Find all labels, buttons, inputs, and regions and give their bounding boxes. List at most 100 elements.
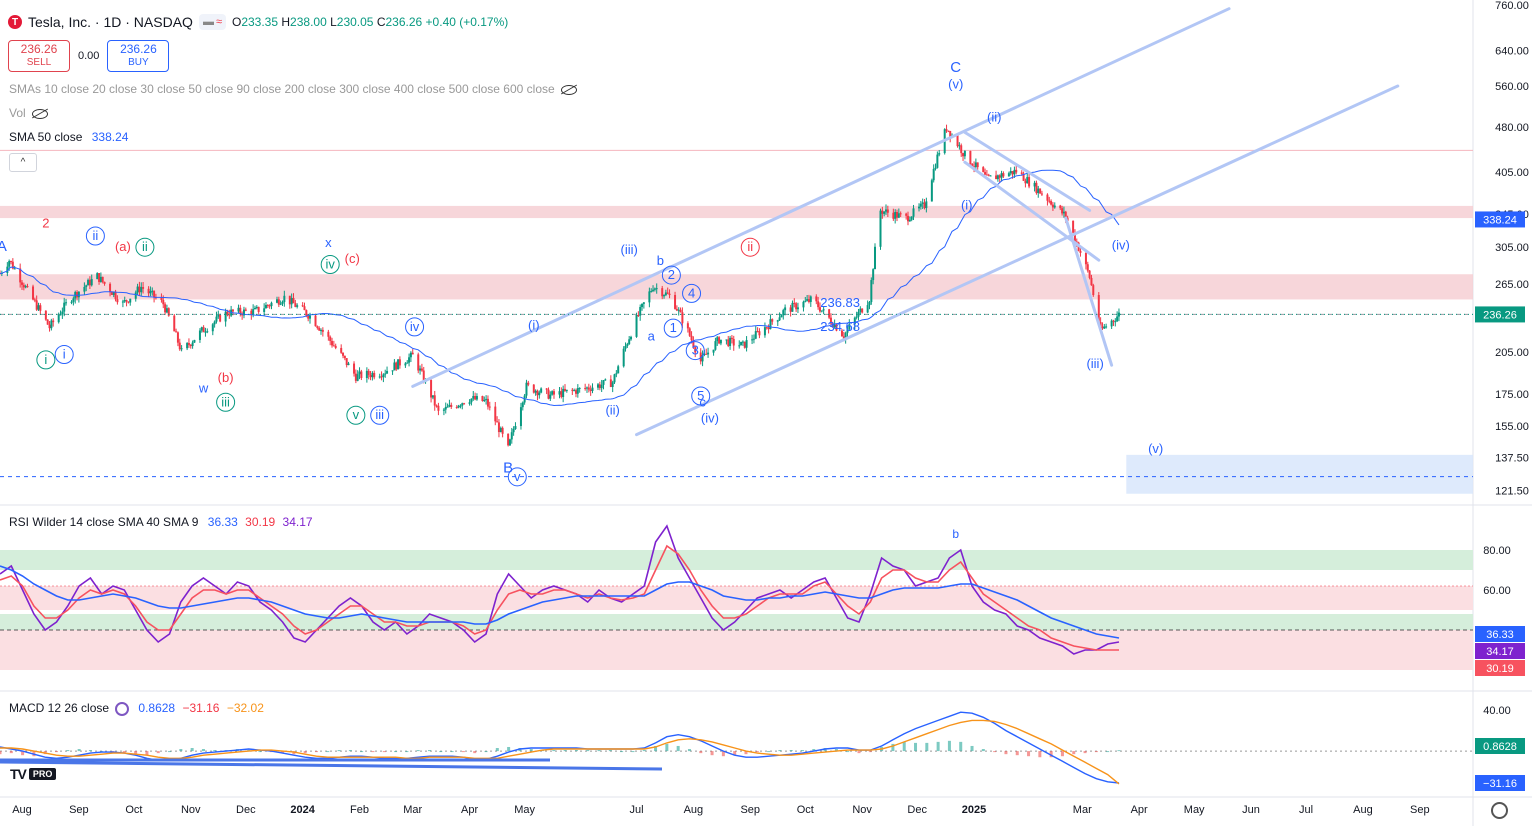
candle — [431, 395, 434, 400]
candle-body — [637, 315, 640, 317]
candle — [540, 387, 543, 394]
wave-label-circle — [36, 350, 56, 370]
candle-body — [661, 288, 664, 297]
header-pill[interactable]: ▬ ≈ — [198, 14, 226, 30]
candle — [560, 387, 563, 399]
candle — [50, 318, 53, 331]
candle — [756, 327, 759, 333]
price-axis-tick: 205.00 — [1495, 347, 1529, 359]
candle — [609, 375, 612, 388]
candle — [446, 403, 449, 408]
rsi-legend[interactable]: RSI Wilder 14 close SMA 40 SMA 9 36.33 3… — [9, 515, 313, 529]
trend-channel-line — [963, 160, 1101, 262]
candle-body — [327, 331, 330, 337]
wave-label: 236.83 — [820, 295, 860, 310]
buy-button[interactable]: 236.26 BUY — [107, 40, 170, 72]
candle — [1110, 319, 1113, 330]
candle-body — [446, 406, 449, 408]
rsi-band — [0, 614, 1473, 630]
candle-body — [1084, 252, 1087, 265]
wave-label: 1 — [670, 320, 677, 335]
wave-label-circle — [663, 318, 683, 338]
candle — [1051, 202, 1054, 211]
eye-hidden-icon[interactable] — [31, 108, 48, 119]
candle — [32, 284, 35, 301]
wave-label: iii — [221, 394, 230, 409]
candle-body — [714, 341, 717, 350]
collapse-legend-button[interactable]: ^ — [9, 153, 37, 172]
sma50-legend[interactable]: SMA 50 close 338.24 — [9, 130, 129, 144]
candle-body — [681, 312, 684, 324]
candle — [784, 304, 787, 316]
candle — [125, 299, 128, 307]
candle-body — [147, 288, 150, 294]
candle — [921, 198, 924, 210]
macd-legend[interactable]: MACD 12 26 close 0.8628 −31.16 −32.02 — [9, 701, 264, 716]
candle — [290, 293, 293, 309]
candle — [861, 308, 864, 314]
candle-body — [1092, 285, 1095, 296]
candle — [692, 336, 695, 349]
candle-body — [501, 427, 504, 434]
candle — [334, 343, 337, 350]
candle — [745, 336, 748, 352]
candle-body — [176, 332, 179, 343]
candle-body — [1051, 204, 1054, 208]
macd-histogram-bar — [473, 751, 477, 754]
candle-body — [829, 317, 832, 324]
smas-legend[interactable]: SMAs 10 close 20 close 30 close 50 close… — [9, 82, 577, 96]
candle-body — [250, 310, 253, 315]
candle — [463, 402, 466, 405]
candle — [329, 335, 332, 346]
candle — [508, 438, 511, 446]
candle-body — [279, 303, 282, 305]
tradingview-logo[interactable]: TV PRO — [10, 766, 57, 782]
rsi-band — [0, 550, 1473, 570]
candle-body — [984, 172, 987, 175]
settings-icon[interactable] — [1491, 802, 1508, 819]
candle — [365, 367, 368, 383]
gear-icon[interactable] — [115, 701, 130, 716]
candle-body — [707, 352, 710, 355]
candle — [266, 304, 269, 309]
candle-body — [121, 301, 124, 303]
macd-histogram-bar — [156, 751, 160, 754]
candle-body — [976, 162, 979, 168]
candle-body — [1048, 200, 1051, 202]
candle-body — [1035, 182, 1038, 194]
candle-body — [558, 391, 561, 395]
wave-label: iii — [375, 407, 384, 422]
candle — [367, 368, 370, 380]
candle-body — [908, 219, 911, 222]
candle-body — [391, 370, 394, 372]
candle — [470, 398, 473, 406]
macd-series-line — [0, 719, 1120, 785]
candle-body — [98, 273, 101, 282]
candle — [37, 302, 40, 311]
candle — [57, 312, 60, 324]
candle-body — [191, 342, 194, 347]
time-axis-tick: Jul — [629, 804, 643, 816]
candle-body — [934, 167, 937, 169]
candle-body — [393, 362, 396, 371]
vol-legend[interactable]: Vol — [9, 106, 48, 120]
eye-hidden-icon[interactable] — [560, 84, 577, 95]
candle-body — [725, 339, 728, 341]
candle — [180, 345, 183, 352]
candle — [675, 305, 678, 312]
candle — [984, 168, 987, 176]
candle — [327, 329, 330, 341]
sell-button[interactable]: 236.26 SELL — [8, 40, 70, 72]
candle-body — [1026, 177, 1029, 184]
candle — [419, 365, 422, 375]
price-axis-tick: 405.00 — [1495, 167, 1529, 179]
candle — [778, 312, 781, 321]
candle — [912, 204, 915, 221]
candle-body — [13, 268, 16, 270]
candle-body — [905, 213, 908, 216]
candle-body — [547, 389, 550, 399]
candle-body — [1110, 320, 1113, 327]
candle — [637, 311, 640, 318]
symbol-title[interactable]: Tesla, Inc. · 1D · NASDAQ — [28, 14, 193, 30]
